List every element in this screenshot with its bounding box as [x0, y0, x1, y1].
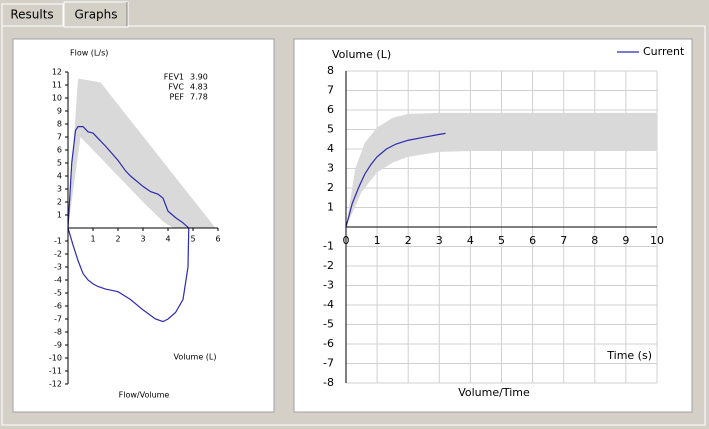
y-tick-label: 10 [52, 94, 62, 103]
y-tick-label: 8 [327, 64, 334, 77]
y-axis-label: Volume (L) [332, 48, 391, 61]
y-tick-label: -7 [323, 357, 334, 370]
stat-value: 4.83 [190, 83, 208, 92]
y-tick-label: -4 [54, 276, 62, 285]
x-tick-label: 0 [343, 234, 350, 247]
chart: 1 2 3 4 5 6121110987654321-1-2-3-4-5-6-7-8-9-… [49, 49, 221, 400]
y-tick-label: -10 [49, 354, 62, 363]
y-tick-label: 12 [52, 68, 62, 77]
x-tick-label: 4 [467, 234, 474, 247]
reference-band [346, 112, 657, 227]
y-tick-label: -5 [54, 289, 62, 298]
y-tick-label: 5 [57, 159, 62, 168]
y-tick-label: -6 [323, 337, 334, 350]
x-tick-label: 9 [622, 234, 629, 247]
y-tick-label: 4 [57, 172, 62, 181]
x-tick-label: 10 [650, 234, 664, 247]
x-axis-label: Volume (L) [174, 353, 217, 362]
y-tick-label: -1 [323, 240, 334, 253]
y-tick-label: -8 [323, 376, 334, 389]
y-tick-label: 8 [57, 120, 62, 129]
y-tick-label: -3 [54, 263, 62, 272]
tab[interactable] [1, 3, 64, 27]
stat-label: FVC [168, 83, 184, 92]
x-tick-label: 4 [165, 235, 170, 244]
y-tick-label: -2 [323, 259, 334, 272]
y-tick-label: -9 [54, 341, 62, 350]
x-tick-label: 7 [560, 234, 567, 247]
tab-active[interactable] [63, 1, 129, 28]
stat-value: 3.90 [190, 73, 208, 82]
x-tick-label: 2 [115, 235, 120, 244]
x-tick-label: 3 [436, 234, 443, 247]
x-tick-label: 8 [591, 234, 598, 247]
y-axis-label: Flow (L/s) [70, 49, 108, 58]
reference-band [68, 78, 216, 228]
y-tick-label: -8 [54, 328, 62, 337]
y-tick-label: 9 [57, 107, 62, 116]
y-tick-label: 3 [57, 185, 62, 194]
data-line [345, 132, 446, 228]
y-tick-label: -11 [49, 367, 62, 376]
y-tick-label: 6 [327, 103, 334, 116]
y-tick-label: 3 [327, 162, 334, 175]
panel [12, 38, 275, 413]
y-tick-label: 2 [327, 181, 334, 194]
chart: 0 1 2 3 4 5 6 7 8 9 10 8 7 6 5 4 3 2 1 -1 -2 -3 -4 -5 -6 -7 -8 Volu… [323, 45, 685, 399]
y-tick-label: -2 [54, 250, 62, 259]
y-tick-label: -12 [49, 380, 62, 389]
y-tick-label: 4 [327, 142, 334, 155]
stat-label: FEV1 [164, 73, 184, 82]
chart-title: Flow/Volume [119, 391, 170, 400]
y-tick-label: 7 [57, 133, 62, 142]
x-tick-label: 2 [405, 234, 412, 247]
x-tick-label: 1 [90, 235, 95, 244]
stat-value: 7.78 [190, 93, 208, 102]
x-tick-label: 1 [374, 234, 381, 247]
y-tick-label: -4 [323, 298, 334, 311]
tab-label[interactable]: Results [10, 8, 53, 22]
x-tick-label: 6 [529, 234, 536, 247]
y-tick-label: -6 [54, 302, 62, 311]
x-tick-label: 6 [215, 235, 220, 244]
data-line [67, 126, 190, 323]
x-axis-label: Time (s) [606, 349, 652, 362]
x-tick-label: 3 [140, 235, 145, 244]
y-tick-label: -1 [54, 237, 62, 246]
y-tick-label: 1 [327, 201, 334, 214]
legend-label: Current [643, 45, 685, 58]
y-tick-label: 6 [57, 146, 62, 155]
y-tick-label: 7 [327, 84, 334, 97]
x-tick-label: 5 [498, 234, 505, 247]
y-tick-label: 11 [52, 81, 62, 90]
y-tick-label: 1 [57, 211, 62, 220]
y-tick-label: -5 [323, 318, 334, 331]
y-tick-label: -7 [54, 315, 62, 324]
chart-title: Volume/Time [458, 386, 530, 399]
x-tick-label: 5 [190, 235, 195, 244]
y-tick-label: 5 [327, 123, 334, 136]
y-tick-label: -3 [323, 279, 334, 292]
tab-label[interactable]: Graphs [74, 8, 117, 22]
y-tick-label: 2 [57, 198, 62, 207]
stat-label: PEF [170, 93, 185, 102]
